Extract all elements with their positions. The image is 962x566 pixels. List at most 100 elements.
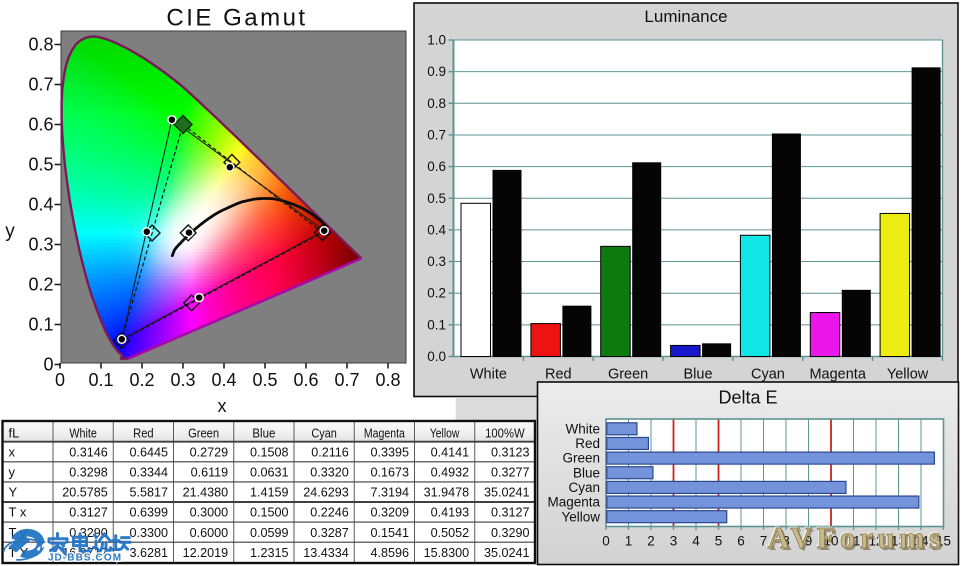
svg-text:y: y [5, 221, 15, 242]
svg-text:12.2019: 12.2019 [183, 546, 229, 560]
svg-text:CIE Gamut: CIE Gamut [166, 5, 307, 32]
svg-text:0.3290: 0.3290 [491, 526, 530, 540]
svg-text:10: 10 [823, 534, 838, 549]
svg-text:0.3320: 0.3320 [310, 466, 349, 480]
svg-text:0.3127: 0.3127 [69, 506, 108, 520]
svg-text:0.1508: 0.1508 [250, 445, 289, 459]
svg-text:0.0631: 0.0631 [250, 466, 289, 480]
svg-text:x: x [9, 444, 16, 459]
svg-text:x: x [218, 396, 227, 416]
svg-text:24.6293: 24.6293 [303, 486, 349, 500]
svg-text:Green: Green [562, 451, 600, 466]
svg-text:Blue: Blue [573, 465, 600, 480]
svg-text:Cyan: Cyan [311, 426, 337, 441]
svg-text:0.2116: 0.2116 [311, 445, 349, 459]
svg-text:Yellow: Yellow [887, 367, 929, 383]
svg-text:Delta E: Delta E [718, 388, 777, 408]
svg-text:35.0241: 35.0241 [484, 546, 530, 560]
svg-text:0.1541: 0.1541 [370, 526, 409, 540]
svg-text:0.4: 0.4 [211, 370, 236, 390]
svg-text:0.6: 0.6 [293, 370, 318, 390]
svg-text:0.3: 0.3 [170, 370, 195, 390]
svg-text:Green: Green [608, 367, 648, 383]
svg-text:AVForums: AVForums [768, 521, 946, 555]
svg-text:T x: T x [9, 505, 27, 520]
svg-text:21.4380: 21.4380 [183, 486, 229, 500]
svg-text:0.8: 0.8 [375, 370, 400, 390]
svg-text:0.3300: 0.3300 [129, 526, 168, 540]
svg-text:Cyan: Cyan [751, 367, 785, 383]
svg-text:1.2315: 1.2315 [250, 546, 289, 560]
svg-text:3.6281: 3.6281 [129, 546, 168, 560]
svg-text:White: White [565, 421, 600, 436]
svg-text:0.3: 0.3 [28, 235, 53, 255]
svg-text:0.3287: 0.3287 [310, 526, 349, 540]
svg-text:1.4159: 1.4159 [250, 486, 289, 500]
svg-text:0.3344: 0.3344 [129, 466, 168, 480]
svg-text:6: 6 [737, 534, 745, 549]
svg-text:Red: Red [545, 367, 572, 383]
svg-text:0.6000: 0.6000 [190, 526, 229, 540]
svg-text:4.8596: 4.8596 [370, 546, 409, 560]
svg-text:5.5817: 5.5817 [129, 486, 168, 500]
svg-text:White: White [69, 426, 97, 441]
svg-text:Yellow: Yellow [430, 426, 460, 441]
svg-text:0.6119: 0.6119 [191, 466, 229, 480]
svg-text:15.8300: 15.8300 [424, 546, 470, 560]
svg-text:0.5052: 0.5052 [431, 526, 470, 540]
svg-text:Magenta: Magenta [547, 495, 600, 510]
svg-text:0.4141: 0.4141 [431, 445, 470, 459]
svg-text:Blue: Blue [252, 426, 275, 441]
svg-text:0.2: 0.2 [129, 370, 154, 390]
svg-text:JD-BBS.COM: JD-BBS.COM [48, 553, 122, 564]
svg-text:0.8: 0.8 [28, 35, 53, 55]
svg-text:Magenta: Magenta [809, 367, 866, 383]
svg-text:AVForums: AVForums [766, 520, 944, 554]
svg-text:0.0599: 0.0599 [250, 526, 289, 540]
svg-text:0.3127: 0.3127 [491, 506, 530, 520]
svg-text:13: 13 [891, 534, 906, 549]
svg-text:Magenta: Magenta [364, 426, 406, 441]
svg-text:0.3209: 0.3209 [370, 506, 409, 520]
svg-text:0.2: 0.2 [427, 286, 446, 301]
svg-text:0.3146: 0.3146 [69, 445, 108, 459]
svg-text:12: 12 [868, 534, 883, 549]
svg-text:0.1500: 0.1500 [250, 506, 289, 520]
svg-text:0.1: 0.1 [88, 370, 113, 390]
svg-text:15: 15 [936, 534, 951, 549]
svg-text:0.3000: 0.3000 [190, 506, 229, 520]
svg-text:0: 0 [602, 534, 610, 549]
svg-text:Blue: Blue [683, 367, 712, 383]
svg-text:0.3395: 0.3395 [370, 445, 409, 459]
svg-text:AVForums: AVForums [770, 523, 948, 557]
svg-text:0.4: 0.4 [427, 222, 446, 237]
svg-text:1: 1 [625, 534, 633, 549]
svg-text:0.4932: 0.4932 [431, 466, 470, 480]
svg-text:y: y [9, 465, 16, 480]
svg-text:3: 3 [670, 534, 678, 549]
svg-text:8: 8 [782, 534, 790, 549]
svg-text:31.9478: 31.9478 [424, 486, 470, 500]
svg-text:0: 0 [55, 370, 65, 390]
svg-text:0.5: 0.5 [427, 191, 446, 206]
svg-text:20.5785: 20.5785 [62, 486, 108, 500]
svg-text:7: 7 [760, 534, 768, 549]
svg-text:0.6399: 0.6399 [129, 506, 168, 520]
svg-text:White: White [470, 367, 507, 383]
svg-text:11: 11 [846, 534, 860, 549]
svg-text:7.3194: 7.3194 [370, 486, 409, 500]
svg-text:0.3277: 0.3277 [491, 466, 530, 480]
svg-text:0.3123: 0.3123 [491, 445, 530, 459]
svg-text:0.7: 0.7 [427, 127, 446, 142]
svg-text:JD-BBS.COM: JD-BBS.COM [48, 553, 122, 564]
svg-text:Red: Red [575, 436, 600, 451]
svg-text:9: 9 [805, 534, 813, 549]
svg-text:Luminance: Luminance [644, 7, 727, 26]
svg-text:0.8: 0.8 [427, 96, 446, 111]
svg-text:0.1: 0.1 [28, 315, 53, 335]
svg-text:0.4: 0.4 [28, 195, 53, 215]
svg-text:0.6: 0.6 [427, 159, 446, 174]
svg-text:2: 2 [647, 534, 655, 549]
svg-text:5: 5 [715, 534, 723, 549]
svg-text:Yellow: Yellow [561, 509, 600, 524]
